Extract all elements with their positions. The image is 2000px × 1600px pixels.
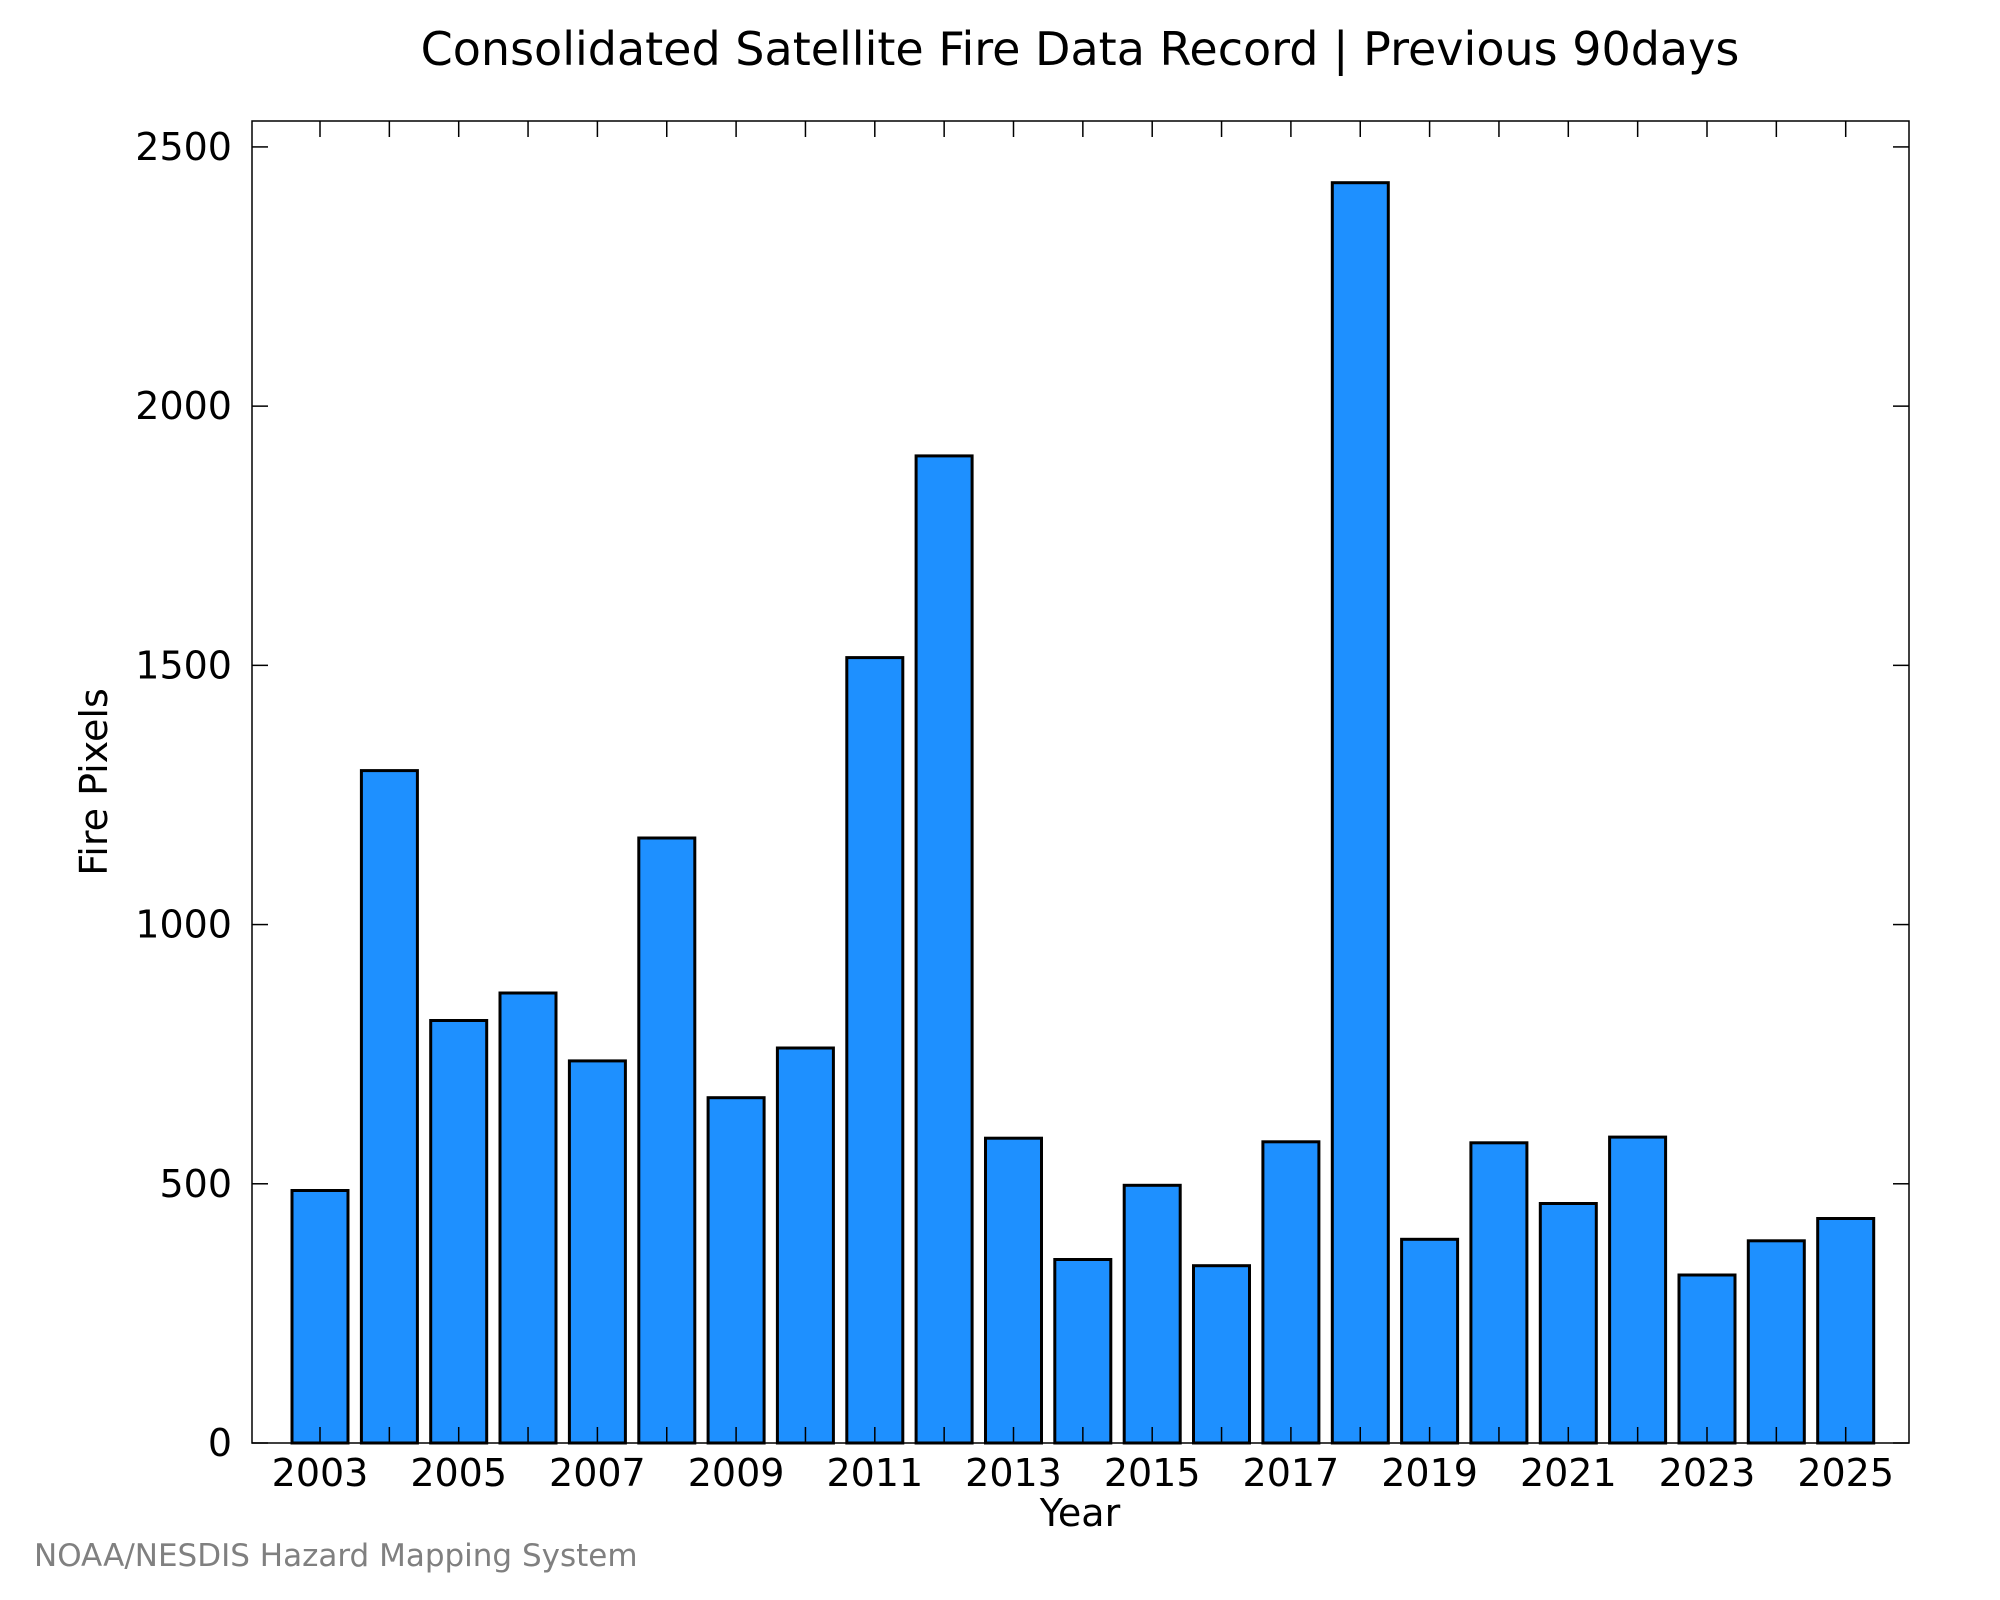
x-tick-label-2019: 2019 — [1381, 1451, 1478, 1495]
plot-frame — [251, 120, 1910, 1444]
bar-2006 — [498, 991, 558, 1445]
x-tick-label-2017: 2017 — [1243, 1451, 1340, 1495]
bar-2024 — [1746, 1239, 1806, 1445]
x-tick-label-2025: 2025 — [1797, 1451, 1894, 1495]
x-tick-label-2021: 2021 — [1520, 1451, 1617, 1495]
bar-2018 — [1330, 181, 1390, 1445]
bar-2019 — [1400, 1237, 1460, 1445]
x-tick-label-2003: 2003 — [272, 1451, 369, 1495]
y-tick-label-1000: 1000 — [135, 903, 232, 947]
bar-2010 — [775, 1046, 835, 1445]
bar-2005 — [429, 1019, 489, 1445]
bar-2012 — [914, 454, 974, 1445]
y-axis-label: Fire Pixels — [72, 688, 116, 876]
bar-2023 — [1677, 1273, 1737, 1445]
y-tick-label-2500: 2500 — [135, 125, 232, 169]
x-tick-label-2011: 2011 — [826, 1451, 923, 1495]
bar-2009 — [706, 1096, 766, 1445]
x-tick-label-2005: 2005 — [410, 1451, 507, 1495]
bar-2025 — [1816, 1217, 1876, 1445]
bar-2017 — [1261, 1140, 1321, 1445]
bar-2020 — [1469, 1141, 1529, 1445]
credit-text: NOAA/NESDIS Hazard Mapping System — [34, 1538, 638, 1574]
bar-2003 — [290, 1189, 350, 1445]
bar-2022 — [1608, 1135, 1668, 1445]
bar-2021 — [1538, 1202, 1598, 1445]
x-tick-label-2023: 2023 — [1659, 1451, 1756, 1495]
ticks-layer: 0 500 1000 1500 2000 2500 2003 2005 2007 2009 2011… — [135, 121, 1909, 1495]
bar-2016 — [1192, 1264, 1251, 1445]
bar-2011 — [845, 656, 905, 1445]
y-tick-label-500: 500 — [159, 1162, 232, 1206]
y-tick-label-2000: 2000 — [135, 384, 232, 428]
bar-2013 — [984, 1136, 1043, 1445]
bars-layer — [290, 181, 1876, 1445]
bar-2014 — [1053, 1258, 1113, 1445]
x-tick-label-2013: 2013 — [965, 1451, 1062, 1495]
x-tick-label-2009: 2009 — [688, 1451, 785, 1495]
bar-2015 — [1122, 1183, 1182, 1445]
chart-title: Consolidated Satellite Fire Data Record … — [421, 22, 1740, 77]
y-tick-label-0: 0 — [208, 1421, 232, 1465]
bar-2008 — [637, 836, 697, 1445]
y-tick-label-1500: 1500 — [135, 643, 232, 687]
bar-2007 — [567, 1059, 627, 1445]
x-tick-label-2015: 2015 — [1104, 1451, 1201, 1495]
x-tick-label-2007: 2007 — [549, 1451, 646, 1495]
bar-2004 — [359, 769, 419, 1445]
x-axis-label: Year — [1039, 1491, 1121, 1535]
